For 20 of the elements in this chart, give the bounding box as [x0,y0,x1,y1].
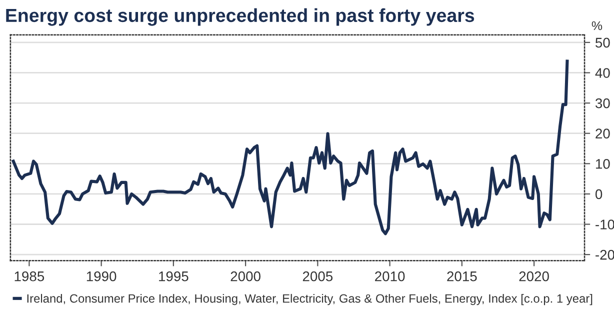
y-tick-label: 10 [596,158,610,169]
x-tick-label: 2005 [302,271,333,282]
y-axis-title: % [592,21,602,30]
y-tick-label: 40 [595,68,610,78]
line-series [12,60,569,236]
x-tick-label: 2010 [375,271,405,282]
y-tick-label: 20 [596,128,610,139]
x-tick-label: 1995 [159,271,188,282]
y-tick-label: -20 [596,250,614,260]
y-tick-label: 50 [596,38,610,48]
x-tick-label: 1990 [86,271,116,282]
x-tick-label: 2020 [519,271,549,282]
legend-label: Ireland, Consumer Price Index, Housing, Water, Electricity, Gas & Other Fuels, Energy, Index [c.o.p. 1 year] [27,294,592,306]
y-tick-label: 0 [595,189,602,200]
y-tick-label: -10 [596,220,614,230]
x-tick-label: 2015 [447,271,477,282]
chart-title: Energy cost surge unprecedented in past forty years [6,8,474,26]
x-tick-label: 1985 [14,271,44,282]
y-tick-label: 30 [595,98,610,108]
x-tick-label: 2000 [230,271,260,282]
